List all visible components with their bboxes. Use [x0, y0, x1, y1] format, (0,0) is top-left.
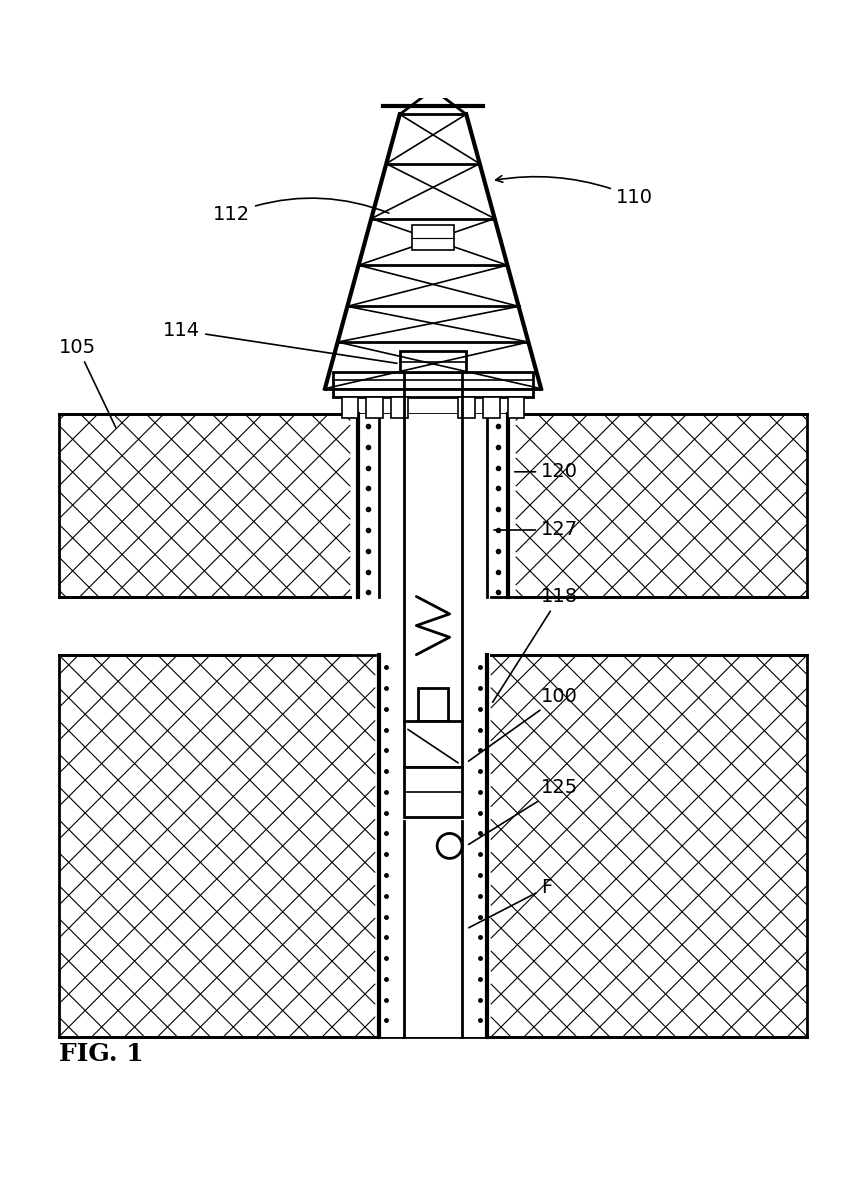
Text: 100: 100	[469, 687, 578, 761]
Bar	[412, 225, 454, 251]
Bar	[59, 414, 350, 596]
Bar	[391, 397, 408, 418]
Text: F: F	[469, 878, 553, 928]
Text: 118: 118	[493, 587, 578, 703]
Text: 127: 127	[494, 520, 578, 539]
Text: 120: 120	[514, 463, 578, 481]
Bar	[359, 414, 507, 596]
Bar	[458, 397, 475, 418]
Bar	[404, 722, 462, 767]
Text: 112: 112	[213, 198, 389, 223]
Bar	[383, 655, 483, 1037]
Bar	[341, 397, 359, 418]
Bar	[400, 351, 466, 372]
Bar	[366, 397, 383, 418]
Bar	[516, 414, 807, 596]
Bar	[491, 655, 807, 1037]
Bar	[333, 372, 533, 397]
Bar	[507, 397, 525, 418]
Text: 105: 105	[59, 338, 116, 428]
Bar	[379, 655, 487, 1037]
Text: FIG. 1: FIG. 1	[59, 1041, 144, 1065]
Text: 110: 110	[495, 175, 653, 206]
Bar	[404, 767, 462, 817]
Bar	[483, 397, 500, 418]
Bar	[418, 688, 448, 722]
Bar	[59, 655, 375, 1037]
Text: 114: 114	[163, 321, 397, 364]
Text: 125: 125	[469, 778, 578, 845]
